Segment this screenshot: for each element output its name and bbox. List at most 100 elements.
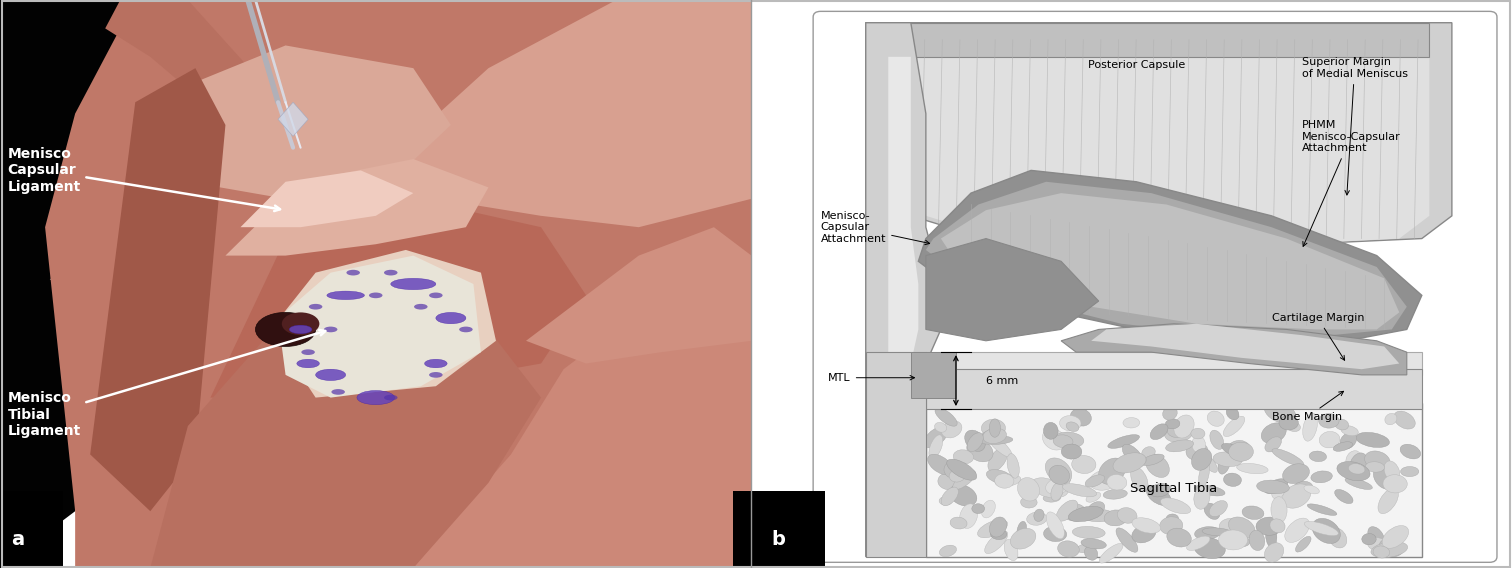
Ellipse shape (1335, 419, 1349, 430)
Polygon shape (150, 312, 541, 568)
Ellipse shape (1072, 527, 1105, 538)
Ellipse shape (1018, 521, 1027, 540)
Ellipse shape (1309, 451, 1326, 462)
Ellipse shape (990, 529, 1007, 540)
Ellipse shape (1054, 435, 1074, 448)
Ellipse shape (1272, 496, 1287, 523)
Polygon shape (45, 0, 751, 568)
Ellipse shape (1123, 417, 1140, 428)
Ellipse shape (1043, 527, 1066, 541)
Ellipse shape (1222, 444, 1244, 457)
Ellipse shape (1061, 444, 1081, 459)
Text: Sagittal Tibia: Sagittal Tibia (1129, 482, 1217, 495)
Ellipse shape (1328, 528, 1347, 548)
Polygon shape (918, 170, 1421, 341)
Text: Menisco-
Capsular
Attachment: Menisco- Capsular Attachment (821, 211, 930, 245)
Ellipse shape (1104, 489, 1128, 499)
Ellipse shape (384, 395, 398, 400)
Polygon shape (925, 239, 1099, 341)
Ellipse shape (414, 304, 428, 310)
Text: Menisco
Tibial
Ligament: Menisco Tibial Ligament (8, 330, 325, 438)
Polygon shape (888, 57, 918, 557)
Ellipse shape (950, 485, 977, 506)
Ellipse shape (1241, 506, 1264, 520)
Ellipse shape (1340, 432, 1356, 449)
Ellipse shape (1382, 525, 1409, 548)
Ellipse shape (965, 430, 986, 452)
Ellipse shape (1261, 423, 1287, 444)
Polygon shape (278, 256, 481, 398)
Ellipse shape (968, 433, 983, 452)
Text: Cartilage Margin: Cartilage Margin (1272, 313, 1364, 360)
Ellipse shape (1160, 517, 1182, 534)
Ellipse shape (1383, 461, 1400, 482)
Ellipse shape (1107, 474, 1126, 490)
Ellipse shape (1256, 480, 1290, 494)
Ellipse shape (1046, 512, 1064, 539)
Ellipse shape (939, 496, 953, 505)
Ellipse shape (1086, 475, 1105, 487)
Text: a: a (11, 531, 24, 549)
Ellipse shape (1142, 446, 1155, 458)
Ellipse shape (1318, 414, 1340, 428)
Ellipse shape (1021, 496, 1037, 508)
Ellipse shape (1007, 454, 1019, 478)
Polygon shape (278, 102, 308, 136)
Ellipse shape (1051, 482, 1063, 501)
Ellipse shape (989, 419, 1001, 437)
Ellipse shape (947, 459, 977, 480)
Ellipse shape (1237, 463, 1269, 474)
Polygon shape (866, 352, 925, 557)
Ellipse shape (942, 421, 962, 438)
Ellipse shape (1043, 423, 1058, 439)
Polygon shape (866, 23, 940, 557)
Polygon shape (1061, 324, 1406, 375)
Ellipse shape (1267, 520, 1282, 532)
Ellipse shape (1377, 488, 1399, 513)
Ellipse shape (1031, 478, 1063, 498)
Ellipse shape (1122, 444, 1143, 467)
Polygon shape (866, 23, 1452, 250)
Ellipse shape (1264, 479, 1288, 494)
Ellipse shape (1108, 435, 1140, 448)
Polygon shape (0, 256, 91, 568)
Ellipse shape (1173, 415, 1194, 438)
Ellipse shape (1166, 440, 1193, 452)
Polygon shape (925, 352, 1421, 375)
Ellipse shape (1104, 510, 1128, 526)
Ellipse shape (966, 439, 993, 462)
Ellipse shape (1142, 454, 1164, 466)
Ellipse shape (1207, 411, 1225, 427)
Ellipse shape (1320, 432, 1340, 448)
Polygon shape (940, 193, 1399, 329)
Polygon shape (91, 68, 225, 511)
Ellipse shape (429, 293, 443, 298)
Ellipse shape (1371, 541, 1408, 558)
Ellipse shape (1349, 463, 1365, 474)
Text: PHMM
Menisco-Capsular
Attachment: PHMM Menisco-Capsular Attachment (1302, 120, 1400, 247)
Ellipse shape (301, 349, 314, 355)
Ellipse shape (1282, 463, 1309, 483)
Ellipse shape (1228, 440, 1250, 457)
Ellipse shape (460, 327, 473, 332)
Ellipse shape (1379, 539, 1402, 557)
Ellipse shape (1362, 533, 1376, 545)
Ellipse shape (953, 471, 975, 490)
Ellipse shape (1089, 470, 1119, 490)
Ellipse shape (1167, 423, 1188, 437)
Ellipse shape (327, 291, 364, 300)
Ellipse shape (1272, 449, 1303, 466)
Ellipse shape (1210, 430, 1223, 449)
Ellipse shape (987, 448, 1007, 471)
Ellipse shape (1350, 453, 1367, 473)
Ellipse shape (390, 278, 435, 290)
Ellipse shape (281, 312, 319, 335)
Ellipse shape (1061, 503, 1087, 521)
Ellipse shape (1303, 413, 1317, 441)
Ellipse shape (972, 504, 984, 513)
Ellipse shape (1303, 485, 1320, 494)
Ellipse shape (1228, 517, 1255, 538)
Ellipse shape (989, 517, 1007, 537)
Ellipse shape (995, 475, 1021, 487)
Ellipse shape (924, 427, 948, 448)
